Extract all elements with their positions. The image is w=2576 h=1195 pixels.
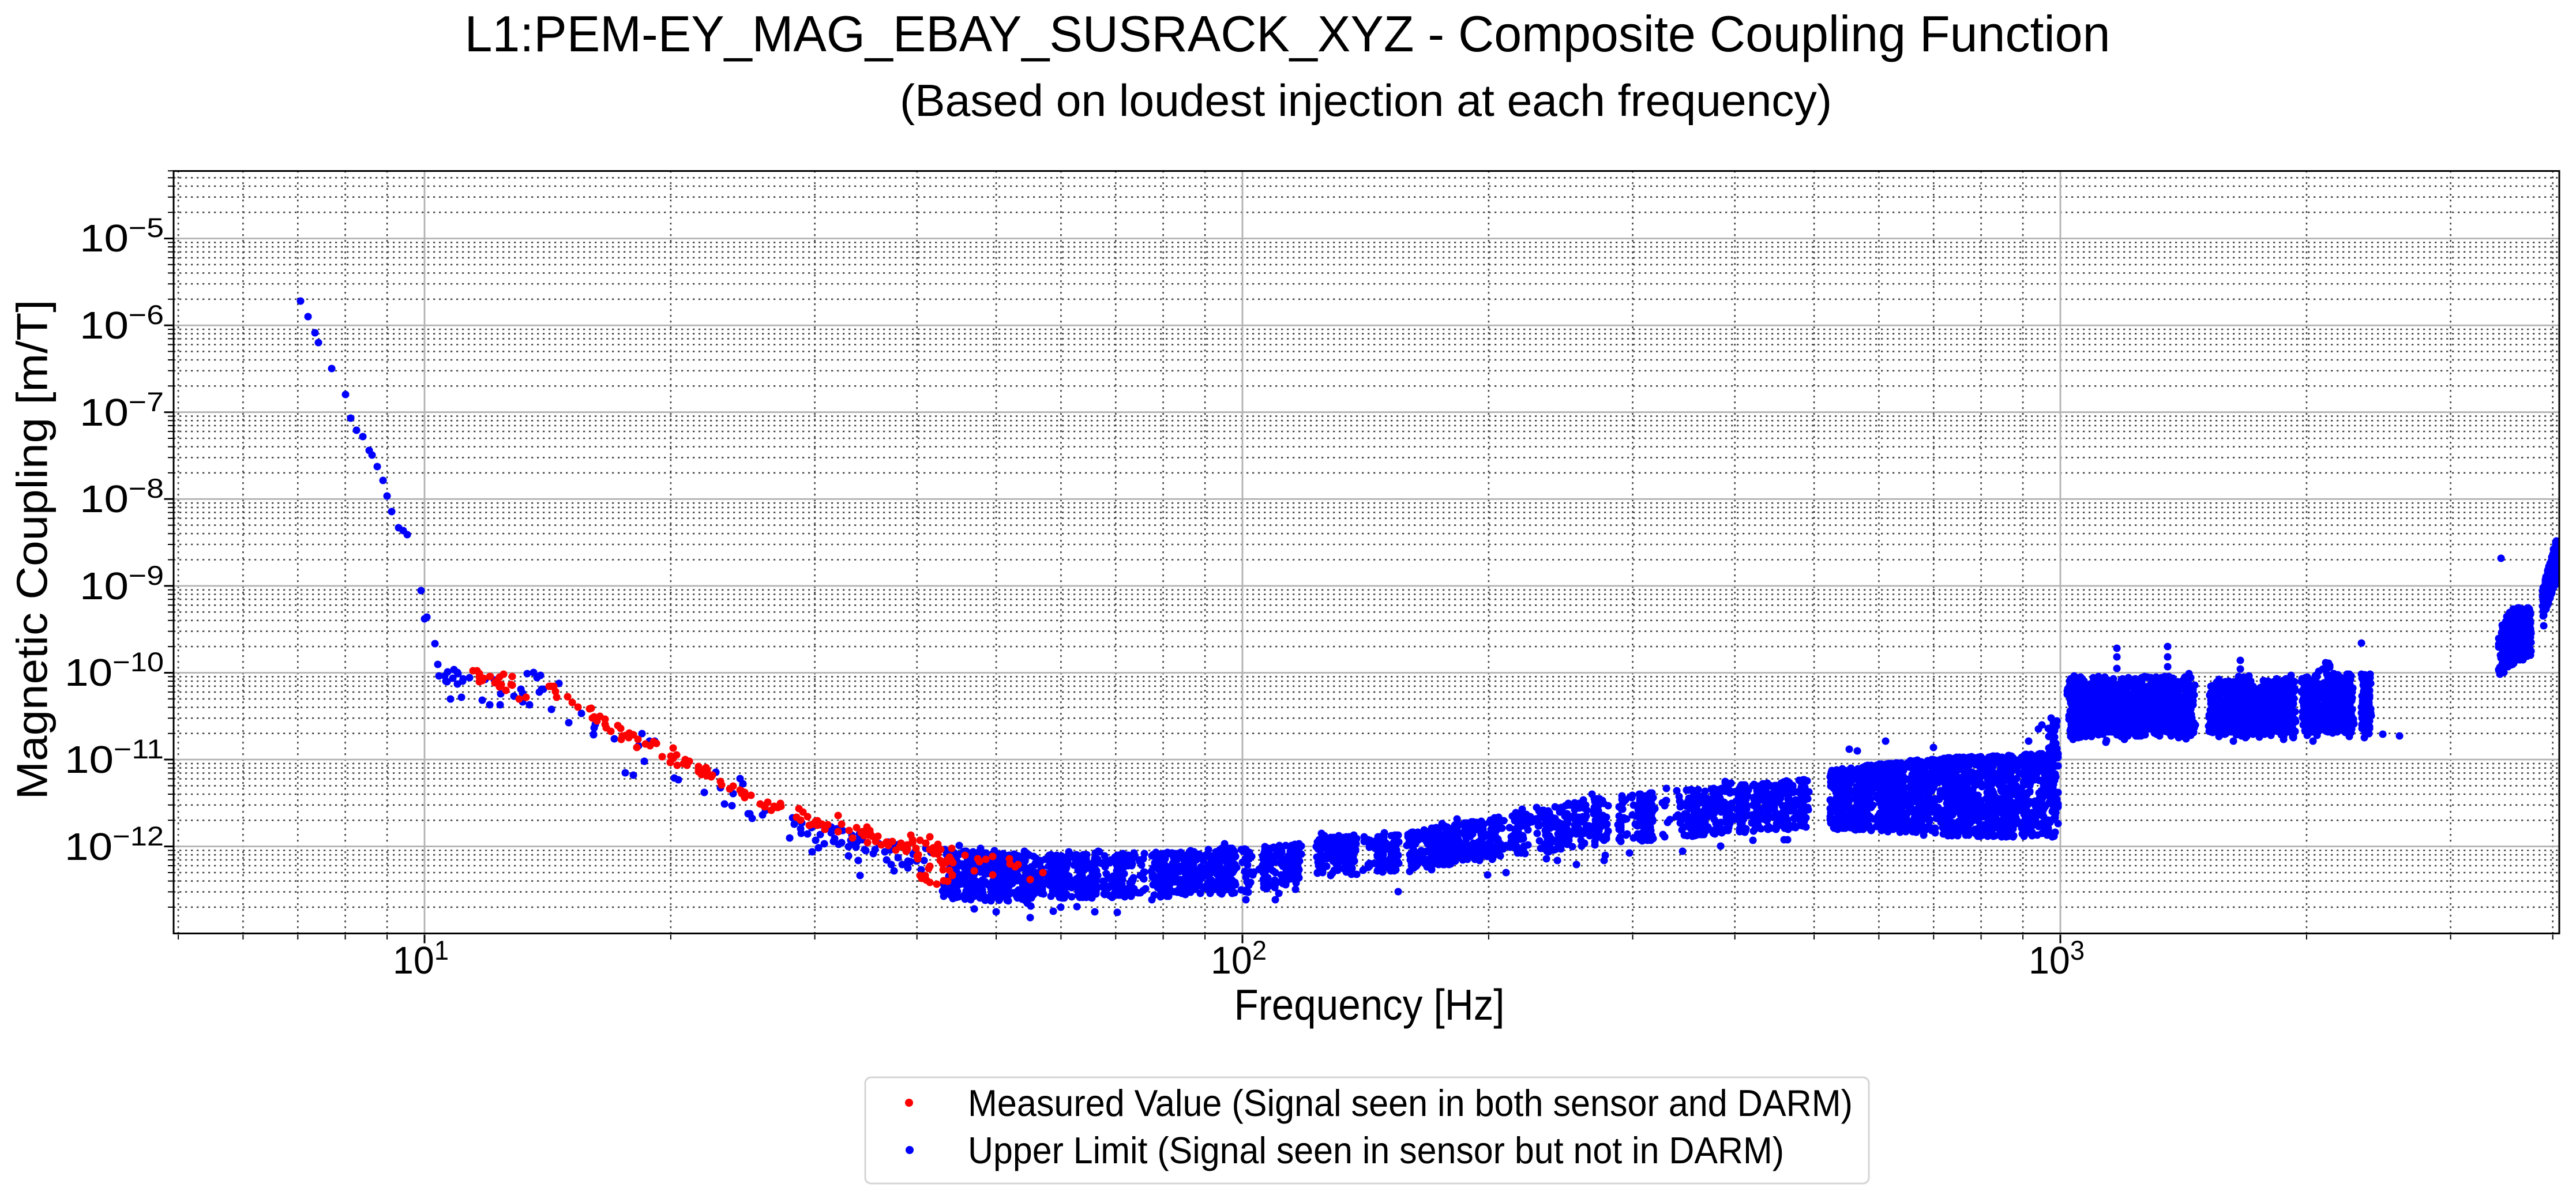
svg-text:Magnetic Coupling [m/T]: Magnetic Coupling [m/T]	[8, 300, 57, 800]
svg-text:10−5: 10 −5	[80, 212, 164, 260]
svg-text:103: 103	[2029, 935, 2085, 982]
svg-text:10−7: 10 −7	[80, 386, 164, 434]
svg-text:101: 101	[393, 935, 449, 982]
svg-text:(Based on loudest injection at: (Based on loudest injection at each freq…	[900, 75, 1832, 126]
svg-text:L1:PEM-EY_MAG_EBAY_SUSRACK_XYZ: L1:PEM-EY_MAG_EBAY_SUSRACK_XYZ - Composi…	[465, 5, 2111, 62]
svg-text:Measured Value (Signal seen in: Measured Value (Signal seen in both sens…	[968, 1082, 1853, 1124]
svg-text:Frequency [Hz]: Frequency [Hz]	[1234, 980, 1505, 1029]
svg-text:Upper Limit (Signal seen in se: Upper Limit (Signal seen in sensor but n…	[968, 1129, 1784, 1171]
